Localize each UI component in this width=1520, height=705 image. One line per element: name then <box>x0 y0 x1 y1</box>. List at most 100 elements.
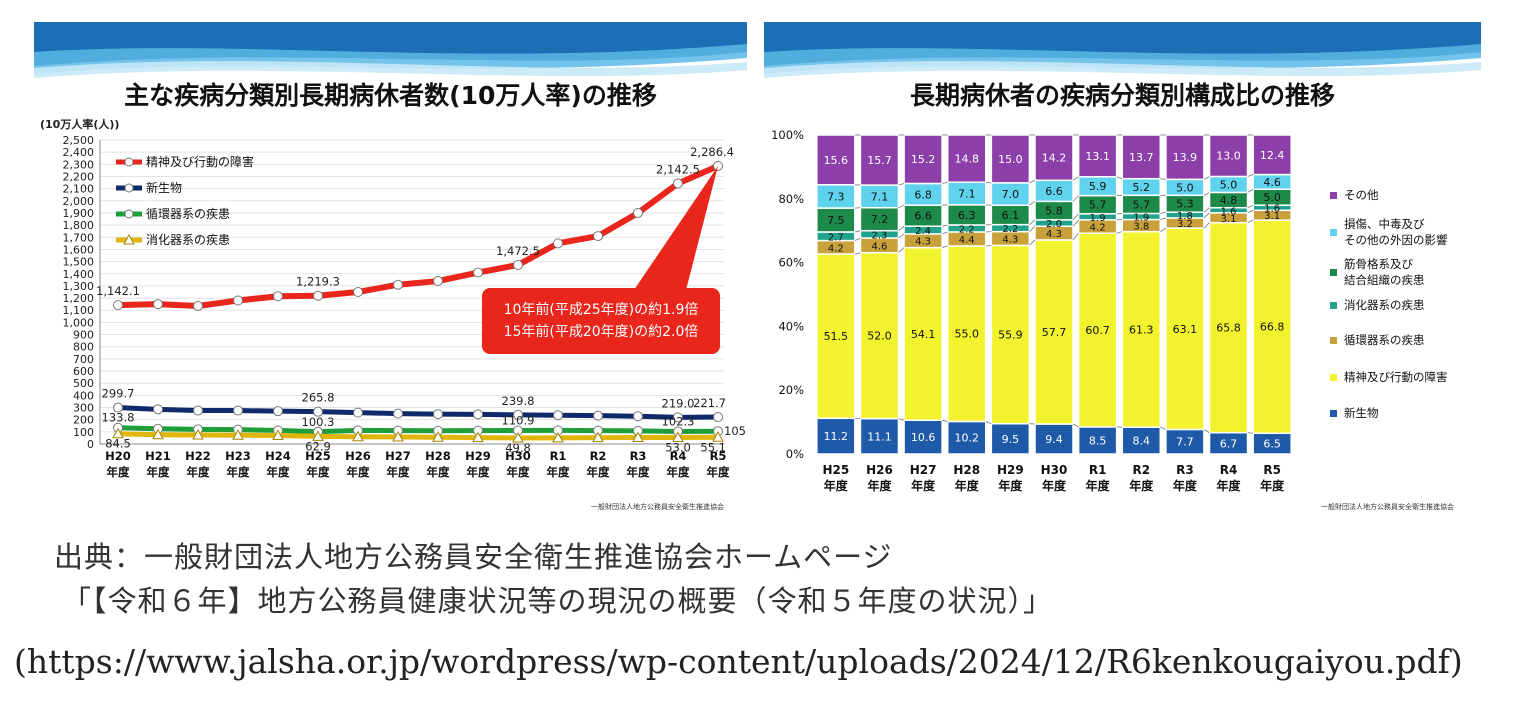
connector-line <box>1029 239 1036 246</box>
x-tick-label: H26 <box>345 449 371 463</box>
x-tick-label: H28 <box>953 463 980 477</box>
data-point <box>473 409 483 420</box>
data-label: 53.0 <box>665 441 691 455</box>
data-label: 7.1 <box>871 190 889 203</box>
x-tick-label: R4 <box>1220 463 1238 477</box>
data-label: 55.0 <box>954 328 979 341</box>
y-tick-label: 1,600 <box>63 243 95 256</box>
x-tick-label-suffix: 年度 <box>867 478 892 493</box>
stacked-bar-chart-slide: 長期病休者の疾病分類別構成比の推移 0% 20% 40% 60% 80% 100% H25 年度… <box>764 22 1481 514</box>
connector-line <box>1072 219 1079 227</box>
connector-line <box>1203 207 1210 213</box>
data-point <box>433 276 443 287</box>
y-tick-label: 900 <box>73 329 94 342</box>
data-label: 65.8 <box>1216 322 1241 335</box>
data-point <box>193 405 203 416</box>
x-tick-label-suffix: 年度 <box>998 478 1023 493</box>
line-header-wave-pale <box>34 61 747 78</box>
bar-segment <box>1121 134 1162 180</box>
connector-line <box>1029 201 1036 206</box>
connector-line <box>1116 176 1123 180</box>
y-tick-label: 300 <box>73 402 94 415</box>
y-tick-label: 1,400 <box>63 268 95 281</box>
data-label: 55.1 <box>700 440 726 454</box>
y-tick-label: 1,900 <box>63 207 95 220</box>
x-tick-label: H30 <box>1041 463 1068 477</box>
x-tick-label: R2 <box>1132 463 1150 477</box>
data-label: 2,286.4 <box>690 145 734 159</box>
line-chart: 主な疾病分類別長期病休者数(10万人率)の推移 (10万人率(人)) 0100200… <box>34 22 747 511</box>
callout-arrow <box>634 165 718 290</box>
x-tick-label: R3 <box>1176 463 1194 477</box>
connector-line <box>854 252 861 255</box>
data-label: 2.4 <box>915 226 931 237</box>
connector-line <box>1160 211 1166 214</box>
x-tick-label-suffix: 年度 <box>1129 478 1154 493</box>
connector-line <box>1160 227 1167 232</box>
source-url: (https://www.jalsha.or.jp/wordpress/wp-c… <box>14 642 1463 681</box>
x-tick-label: H22 <box>185 449 211 463</box>
y-tick-label: 600 <box>73 365 94 378</box>
connector-line <box>898 233 905 239</box>
data-label: 105.1 <box>724 424 747 438</box>
legend-label: 損傷、中毒及びその他の外因の影響 <box>1344 217 1448 247</box>
data-label: 11.1 <box>867 430 892 443</box>
data-label: 4.6 <box>872 241 888 252</box>
y-tick-label: 400 <box>73 389 94 402</box>
series-line-3 <box>117 425 719 435</box>
data-point <box>553 410 563 421</box>
legend-label: 循環器系の疾患 <box>146 206 230 221</box>
data-label: 100.3 <box>302 415 335 429</box>
y-tick-label: 2,300 <box>63 158 95 171</box>
data-point <box>552 431 564 443</box>
data-label: 3.1 <box>1221 214 1237 225</box>
data-label: 1,219.3 <box>296 275 340 289</box>
connector-line <box>898 225 905 232</box>
x-tick-label: H26 <box>866 463 893 477</box>
connector-line <box>898 418 905 421</box>
data-label: 5.8 <box>1045 205 1063 218</box>
data-label: 6.3 <box>958 209 976 222</box>
y-tick-label: 0% <box>786 447 804 461</box>
data-label: 8.5 <box>1089 434 1107 447</box>
data-point <box>432 431 444 442</box>
x-tick-label-suffix: 年度 <box>627 465 650 479</box>
legend-label: 新生物 <box>1344 406 1379 420</box>
y-tick-label: 60% <box>778 256 804 270</box>
connector-line <box>941 231 948 235</box>
connector-line <box>1247 174 1254 177</box>
bar-segment <box>1252 134 1292 176</box>
data-point <box>393 279 403 290</box>
data-label: 10.2 <box>954 432 979 445</box>
legend-swatch-marker <box>124 209 134 219</box>
data-point <box>673 412 683 423</box>
data-label: 51.5 <box>824 330 849 343</box>
data-label: 13.7 <box>1129 151 1154 164</box>
bar-header-wave-pale <box>764 61 1481 78</box>
data-point <box>232 429 244 440</box>
connector-line <box>854 237 861 241</box>
x-tick-label: R5 <box>1263 463 1281 477</box>
connector-line <box>1203 176 1210 180</box>
data-label: 7.1 <box>958 188 976 201</box>
data-label: 6.8 <box>914 188 932 201</box>
data-point <box>153 404 163 415</box>
data-label: 15.2 <box>911 153 936 166</box>
data-label: 6.5 <box>1263 438 1281 451</box>
bar-header-wave-light <box>764 44 1481 74</box>
connector-line <box>1203 429 1210 433</box>
data-label: 2.0 <box>1046 219 1062 230</box>
y-tick-label: 2,400 <box>63 146 95 159</box>
bar-segment <box>1077 134 1118 178</box>
x-tick-label-suffix: 年度 <box>955 478 980 493</box>
connector-line <box>898 247 905 254</box>
connector-line <box>941 245 948 248</box>
data-label: 5.9 <box>1089 180 1107 193</box>
connector-line <box>1116 231 1123 234</box>
connector-line <box>1203 192 1210 196</box>
data-label: 14.8 <box>954 153 979 166</box>
data-label: 84.5 <box>105 437 131 451</box>
data-label: 1.9 <box>1090 213 1106 224</box>
connector-line <box>1072 423 1079 428</box>
data-label: 1.6 <box>1221 206 1237 217</box>
